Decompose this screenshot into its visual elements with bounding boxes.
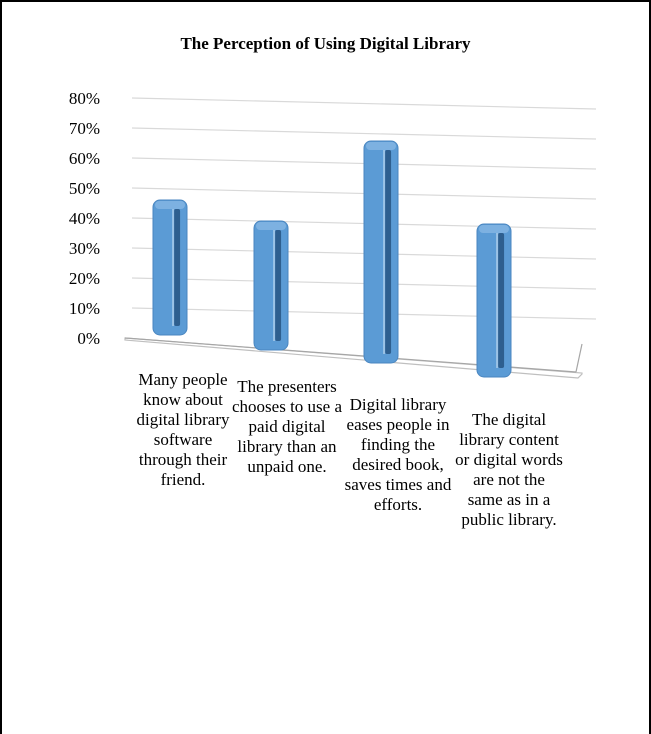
x-tick-label: Digital library eases people in finding … <box>344 395 452 514</box>
bar <box>363 140 399 364</box>
chart-title: The Perception of Using Digital Library <box>180 34 471 53</box>
bar-top <box>155 201 185 209</box>
bar-edge-light <box>383 150 386 354</box>
gridline <box>131 127 597 140</box>
bar-body <box>363 140 399 364</box>
y-tick-label: 10% <box>69 299 100 318</box>
bar-body <box>152 199 188 336</box>
bar-edge-light <box>496 233 499 368</box>
bar <box>476 223 512 378</box>
bar-edge-light <box>273 230 276 341</box>
bar-top <box>256 222 286 230</box>
floor-edge <box>575 343 583 373</box>
gridline <box>131 97 597 110</box>
x-tick-label: The presenters chooses to use a paid dig… <box>232 377 343 476</box>
bar-body <box>476 223 512 378</box>
bar-edge-light <box>172 209 175 326</box>
bar <box>152 199 188 336</box>
y-tick-label: 80% <box>69 89 100 108</box>
y-tick-label: 0% <box>77 329 100 348</box>
y-tick-label: 30% <box>69 239 100 258</box>
bar-shadow <box>174 209 181 326</box>
bar-shadow <box>385 150 392 354</box>
y-tick-label: 60% <box>69 149 100 168</box>
bar-shadow <box>498 233 505 368</box>
y-tick-label: 70% <box>69 119 100 138</box>
bar-body <box>253 220 289 351</box>
bar-top <box>479 225 509 233</box>
y-tick-label: 50% <box>69 179 100 198</box>
x-tick-label: Many people know about digital library s… <box>136 370 230 489</box>
bar <box>253 220 289 351</box>
x-tick-label: The digital library content or digital w… <box>455 410 563 529</box>
y-tick-label: 40% <box>69 209 100 228</box>
y-tick-label: 20% <box>69 269 100 288</box>
bar-top <box>366 142 396 150</box>
bar-shadow <box>275 230 282 341</box>
